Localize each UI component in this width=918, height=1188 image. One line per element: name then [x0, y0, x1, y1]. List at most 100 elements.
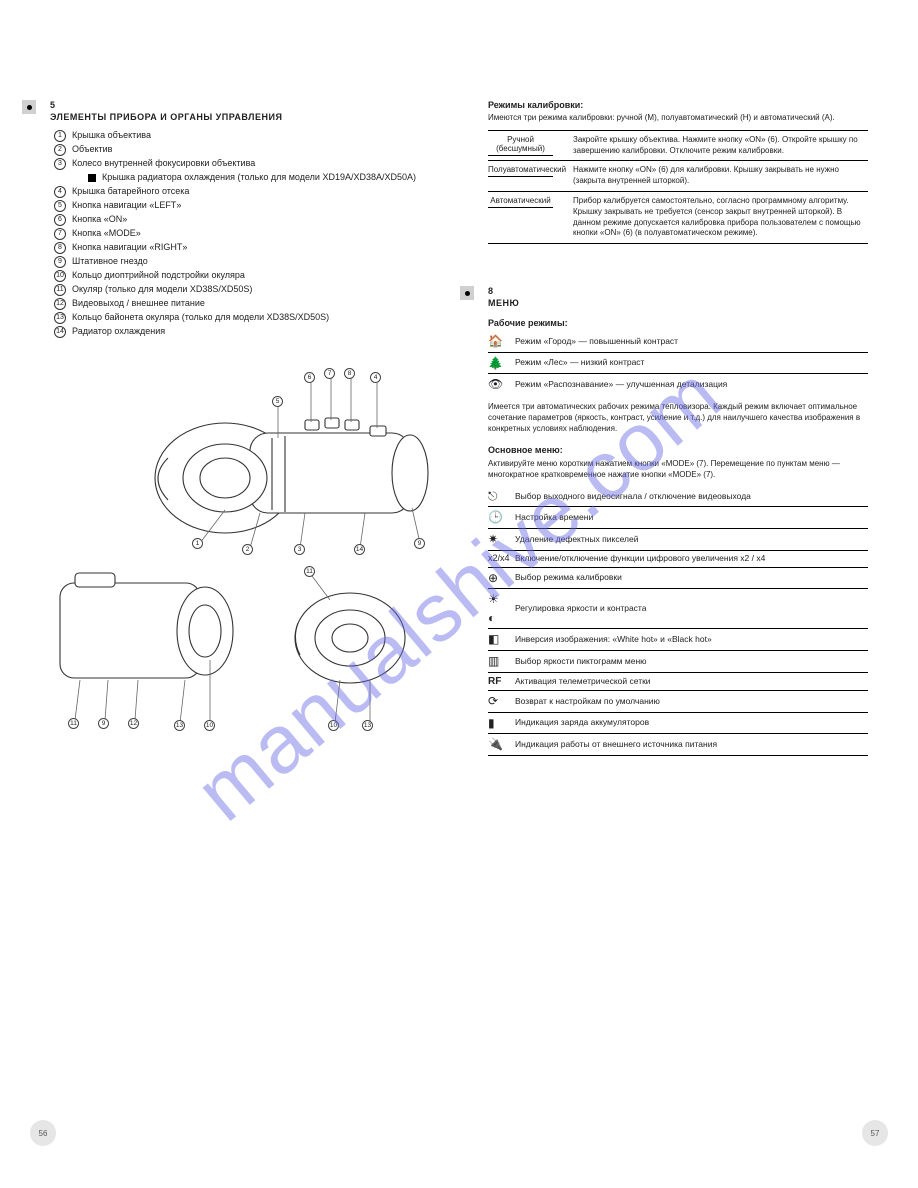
mode-label: Полуавтоматический — [488, 165, 553, 177]
house-icon: 🏠 — [488, 332, 508, 351]
callout-number: 10 — [54, 270, 66, 282]
item-label: Выбор режима калибровки — [515, 571, 622, 584]
page-number-right: 57 — [862, 1120, 888, 1146]
main-menu-subheader: Основное меню: — [488, 445, 868, 455]
page-number-left: 56 — [30, 1120, 56, 1146]
component-label: Объектив — [72, 144, 112, 156]
callout-number: 5 — [54, 200, 66, 212]
list-item: RF Активация телеметрической сетки — [488, 673, 868, 692]
section-title: ЭЛЕМЕНТЫ ПРИБОРА И ОРГАНЫ УПРАВЛЕНИЯ — [50, 112, 450, 122]
square-bullet-icon — [88, 174, 96, 182]
mode-text: Закройте крышку объектива. Нажмите кнопк… — [573, 135, 868, 157]
diagram-callout: 9 — [414, 538, 425, 549]
list-item: 3 Колесо внутренней фокусировки объектива — [54, 158, 450, 170]
component-label: Кольцо байонета окуляра (только для моде… — [72, 312, 329, 324]
list-item: 👁Режим «Распознавание» — улучшенная дета… — [488, 374, 868, 395]
diagram-callout: 13 — [174, 720, 185, 731]
section-marker — [22, 100, 36, 114]
item-label: Настройка времени — [515, 511, 593, 524]
section-marker — [460, 286, 474, 300]
list-item: ☀ ◐ Регулировка яркости и контраста — [488, 589, 868, 629]
list-item: 6Кнопка «ON» — [54, 214, 450, 226]
calibration-block: Режимы калибровки: Имеются три режима ка… — [488, 100, 868, 244]
diagram-callout: 4 — [370, 372, 381, 383]
component-label: Кнопка «MODE» — [72, 228, 141, 240]
diagram-callout: 11 — [304, 566, 315, 577]
callout-number: 9 — [54, 256, 66, 268]
table-row: Автоматический Прибор калибруется самост… — [488, 191, 868, 244]
reset-icon: ⟳ — [488, 692, 508, 711]
calibration-intro: Имеются три режима калибровки: ручной (M… — [488, 113, 868, 124]
component-label: Видеовыход / внешнее питание — [72, 298, 205, 310]
list-item: ⊕ Выбор режима калибровки — [488, 568, 868, 590]
clock-icon: 🕒 — [488, 508, 508, 527]
callout-number: 4 — [54, 186, 66, 198]
component-label: Крышка батарейного отсека — [72, 186, 189, 198]
callout-number: 3 — [54, 158, 66, 170]
diagram-callout: 1 — [192, 538, 203, 549]
output-icon: ⎋ — [488, 487, 508, 506]
list-item: 13 Кольцо байонета окуляра (только для мо… — [54, 312, 450, 324]
brightness-contrast-icon: ☀ ◐ — [488, 590, 508, 627]
modes-list: 🏠Режим «Город» — повышенный контраст 🌲Ре… — [488, 331, 868, 395]
component-label: Кнопка «ON» — [72, 214, 127, 226]
component-label: Штативное гнездо — [72, 256, 148, 268]
diagram-callout: 13 — [362, 720, 373, 731]
plug-icon: 🔌 — [488, 735, 508, 754]
list-item: ✷ Удаление дефектных пикселей — [488, 529, 868, 551]
callout-number: 8 — [54, 242, 66, 254]
note-item: Крышка радиатора охлаждения (только для … — [88, 172, 450, 184]
diagram-callout: 6 — [304, 372, 315, 383]
manual-page-spread: 5 ЭЛЕМЕНТЫ ПРИБОРА И ОРГАНЫ УПРАВЛЕНИЯ 1… — [0, 0, 918, 1188]
item-label: Включение/отключение функции цифрового у… — [515, 552, 765, 565]
mode-text: Прибор калибруется самостоятельно, согла… — [573, 196, 868, 239]
section-number: 5 — [50, 100, 450, 110]
mode-label: Автоматический — [488, 196, 553, 208]
diagram-callout: 14 — [354, 544, 365, 555]
calibration-header: Режимы калибровки: — [488, 100, 868, 110]
modes-subheader: Рабочие режимы: — [488, 318, 868, 328]
list-item: 🕒 Настройка времени — [488, 507, 868, 529]
list-item: 5 Кнопка навигации «LEFT» — [54, 200, 450, 212]
callout-number: 13 — [54, 312, 66, 324]
components-list: 1Крышка объектива 2Объектив 3Колесо внут… — [50, 130, 450, 170]
table-row: Ручной (бесшумный) Закройте крышку объек… — [488, 130, 868, 161]
component-label: Колесо внутренней фокусировки объектива — [72, 158, 255, 170]
rf-icon: RF — [488, 674, 508, 690]
item-label: Выбор яркости пиктограмм меню — [515, 655, 647, 668]
item-label: Удаление дефектных пикселей — [515, 533, 638, 546]
component-label: Окуляр (только для модели XD38S/XD50S) — [72, 284, 252, 296]
callout-number: 12 — [54, 298, 66, 310]
menu-section: 8 МЕНЮ Рабочие режимы: 🏠Режим «Город» — … — [488, 286, 868, 756]
list-item: 14Радиатор охлаждения — [54, 326, 450, 338]
component-label: Кнопка навигации «LEFT» — [72, 200, 181, 212]
diagram-callout: 11 — [68, 718, 79, 729]
list-item: 10 Кольцо диоптрийной подстройки окуляра — [54, 270, 450, 282]
item-label: Индикация работы от внешнего источника п… — [515, 738, 717, 751]
diagram-callout: 9 — [98, 718, 109, 729]
battery-icon: ▮ — [488, 714, 508, 733]
item-label: Индикация заряда аккумуляторов — [515, 716, 649, 729]
left-column: 5 ЭЛЕМЕНТЫ ПРИБОРА И ОРГАНЫ УПРАВЛЕНИЯ 1… — [50, 100, 450, 756]
list-item: ▮ Индикация заряда аккумуляторов — [488, 713, 868, 735]
diagram-callout: 5 — [272, 396, 283, 407]
list-item: ▥Выбор яркости пиктограмм меню — [488, 651, 868, 673]
component-label: Кольцо диоптрийной подстройки окуляра — [72, 270, 245, 282]
diagram-callout: 12 — [128, 718, 139, 729]
component-label: Кнопка навигации «RIGHT» — [72, 242, 187, 254]
item-label: Активация телеметрической сетки — [515, 675, 651, 688]
list-item: x2/x4Включение/отключение функции цифров… — [488, 551, 868, 568]
tree-icon: 🌲 — [488, 354, 508, 373]
list-item: 8 Кнопка навигации «RIGHT» — [54, 242, 450, 254]
right-column: Режимы калибровки: Имеются три режима ка… — [488, 100, 868, 756]
target-icon: ⊕ — [488, 569, 508, 588]
item-label: Регулировка яркости и контраста — [515, 602, 646, 615]
list-item: 2Объектив — [54, 144, 450, 156]
list-item: 🌲Режим «Лес» — низкий контраст — [488, 353, 868, 375]
inversion-icon: ◧ — [488, 630, 508, 649]
device-diagram: 6 7 8 4 5 1 2 3 14 9 11 9 12 13 10 11 10 — [50, 348, 450, 748]
menu-section-number: 8 — [488, 286, 868, 296]
components-list: 4 Крышка батарейного отсека 5 Кнопка навиг… — [50, 186, 450, 338]
item-label: Возврат к настройкам по умолчанию — [515, 695, 660, 708]
pixel-icon: ✷ — [488, 530, 508, 549]
